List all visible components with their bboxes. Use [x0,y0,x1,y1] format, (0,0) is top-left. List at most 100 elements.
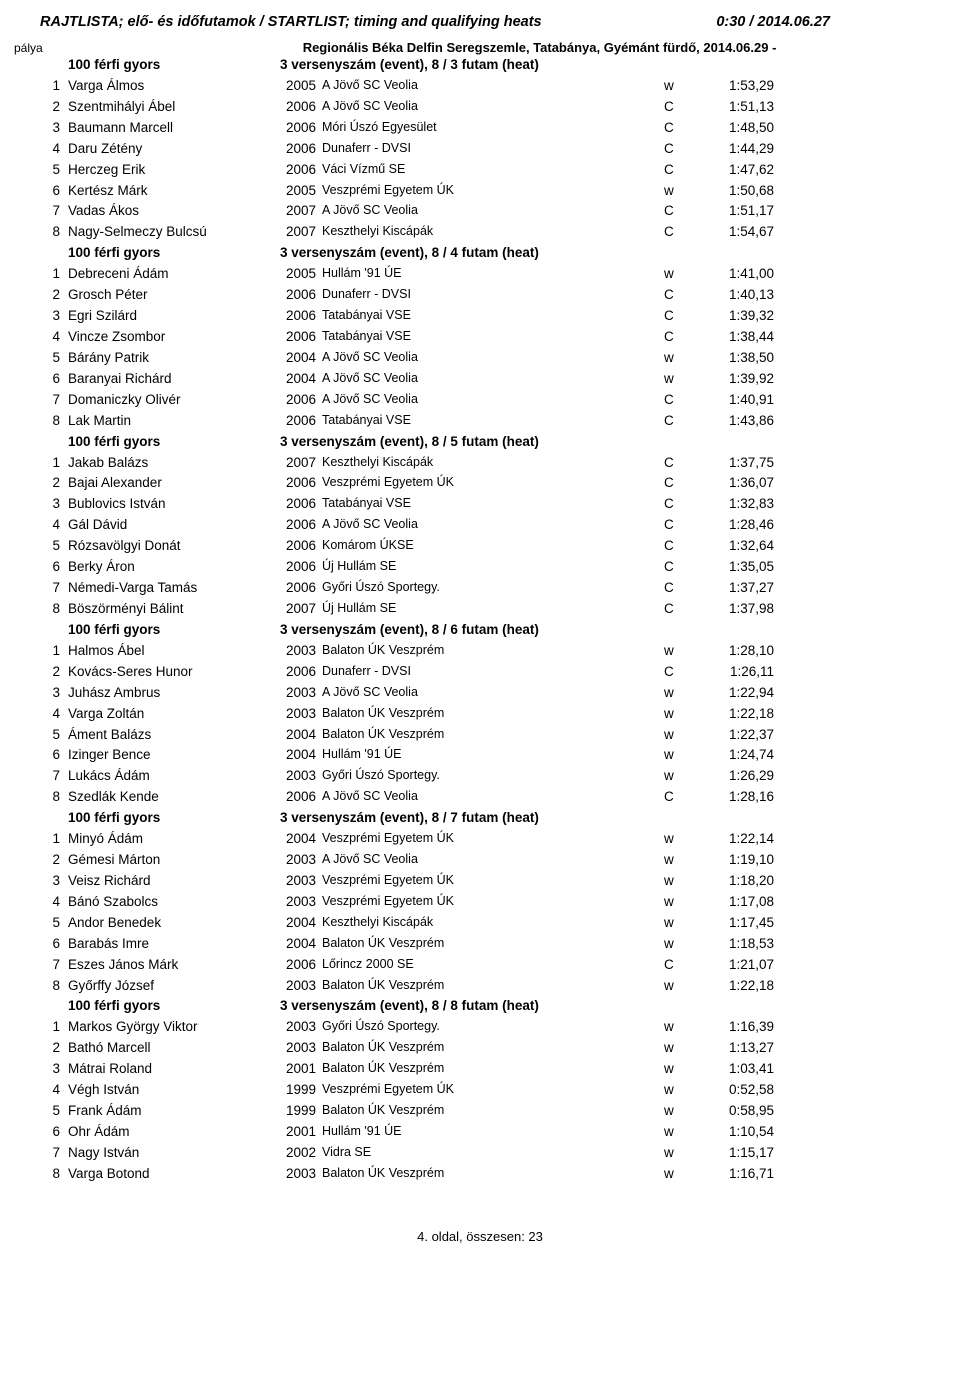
lane-number: 2 [40,473,68,494]
time: 1:32,64 [694,536,774,557]
table-row: 5Bárány Patrik2004A Jövő SC Veoliaw1:38,… [40,348,920,369]
category: C [604,578,694,599]
time: 1:40,91 [694,390,774,411]
table-row: 2Bathó Marcell2003Balaton ÚK Veszprémw1:… [40,1038,920,1059]
category: C [604,222,694,243]
swimmer-name: Lak Martin [68,411,280,432]
heat-title-left: 100 férfi gyors [68,243,280,264]
swimmer-name: Mátrai Roland [68,1059,280,1080]
lane-number: 2 [40,97,68,118]
club-name: A Jövő SC Veolia [322,348,604,369]
category: C [604,201,694,222]
time: 1:32,83 [694,494,774,515]
heat-title-right: 3 versenyszám (event), 8 / 6 futam (heat… [280,620,774,641]
birth-year: 2007 [280,599,322,620]
lane-number: 2 [40,850,68,871]
time: 1:22,18 [694,704,774,725]
category: w [604,1080,694,1101]
swimmer-name: Baumann Marcell [68,118,280,139]
time: 1:44,29 [694,139,774,160]
club-name: Balaton ÚK Veszprém [322,976,604,997]
swimmer-name: Grosch Péter [68,285,280,306]
lane-number: 8 [40,222,68,243]
time: 1:16,39 [694,1017,774,1038]
table-row: 7Domaniczky Olivér2006A Jövő SC VeoliaC1… [40,390,920,411]
heat-header: 100 férfi gyors3 versenyszám (event), 8 … [40,432,920,453]
time: 1:22,14 [694,829,774,850]
time: 1:50,68 [694,181,774,202]
time: 1:40,13 [694,285,774,306]
lane-number: 6 [40,745,68,766]
birth-year: 2005 [280,181,322,202]
birth-year: 2002 [280,1143,322,1164]
club-name: Balaton ÚK Veszprém [322,725,604,746]
birth-year: 2006 [280,536,322,557]
lane-number: 6 [40,934,68,955]
swimmer-name: Herczeg Erik [68,160,280,181]
time: 1:39,32 [694,306,774,327]
category: C [604,390,694,411]
club-name: A Jövő SC Veolia [322,201,604,222]
time: 1:22,18 [694,976,774,997]
lane-number: 6 [40,369,68,390]
club-name: A Jövő SC Veolia [322,369,604,390]
category: w [604,913,694,934]
club-name: Balaton ÚK Veszprém [322,704,604,725]
category: w [604,1143,694,1164]
lane-number: 8 [40,1164,68,1185]
club-name: Komárom ÚKSE [322,536,604,557]
swimmer-name: Eszes János Márk [68,955,280,976]
birth-year: 2004 [280,369,322,390]
swimmer-name: Gémesi Márton [68,850,280,871]
swimmer-name: Daru Zétény [68,139,280,160]
lane-number: 1 [40,1017,68,1038]
club-name: Keszthelyi Kiscápák [322,453,604,474]
club-name: Dunaferr - DVSI [322,285,604,306]
table-row: 4Gál Dávid2006A Jövő SC VeoliaC1:28,46 [40,515,920,536]
category: C [604,411,694,432]
category: w [604,1059,694,1080]
table-row: 3Baumann Marcell2006Móri Úszó EgyesületC… [40,118,920,139]
lane-number: 5 [40,1101,68,1122]
table-row: 2Szentmihályi Ábel2006A Jövő SC VeoliaC1… [40,97,920,118]
heat-title-right: 3 versenyszám (event), 8 / 7 futam (heat… [280,808,774,829]
swimmer-name: Jakab Balázs [68,453,280,474]
swimmer-name: Bublovics István [68,494,280,515]
table-row: 5Rózsavölgyi Donát2006Komárom ÚKSEC1:32,… [40,536,920,557]
lane-number: 5 [40,536,68,557]
lane-number: 7 [40,201,68,222]
time: 1:39,92 [694,369,774,390]
heat-title-right: 3 versenyszám (event), 8 / 5 futam (heat… [280,432,774,453]
table-row: 5Frank Ádám1999Balaton ÚK Veszprémw0:58,… [40,1101,920,1122]
lane-number: 5 [40,913,68,934]
club-name: A Jövő SC Veolia [322,390,604,411]
club-name: Győri Úszó Sportegy. [322,578,604,599]
table-row: 7Némedi-Varga Tamás2006Győri Úszó Sporte… [40,578,920,599]
heat-header: 100 férfi gyors3 versenyszám (event), 8 … [40,620,920,641]
swimmer-name: Minyó Ádám [68,829,280,850]
swimmer-name: Barabás Imre [68,934,280,955]
swimmer-name: Némedi-Varga Tamás [68,578,280,599]
category: C [604,662,694,683]
heat-title-left: 100 férfi gyors [68,620,280,641]
lane-number: 3 [40,306,68,327]
time: 1:19,10 [694,850,774,871]
birth-year: 2004 [280,725,322,746]
table-row: 1Jakab Balázs2007Keszthelyi KiscápákC1:3… [40,453,920,474]
club-name: Balaton ÚK Veszprém [322,1059,604,1080]
club-name: Veszprémi Egyetem ÚK [322,829,604,850]
category: w [604,369,694,390]
lane-number: 2 [40,662,68,683]
title-right: 0:30 / 2014.06.27 [716,14,920,30]
category: C [604,327,694,348]
category: C [604,473,694,494]
time: 1:17,45 [694,913,774,934]
time: 1:18,53 [694,934,774,955]
category: w [604,892,694,913]
top-header: RAJTLISTA; elő- és időfutamok / STARTLIS… [40,14,920,30]
club-name: Győri Úszó Sportegy. [322,1017,604,1038]
birth-year: 2003 [280,704,322,725]
club-name: Hullám '91 ÚE [322,1122,604,1143]
swimmer-name: Lukács Ádám [68,766,280,787]
club-name: Veszprémi Egyetem ÚK [322,892,604,913]
